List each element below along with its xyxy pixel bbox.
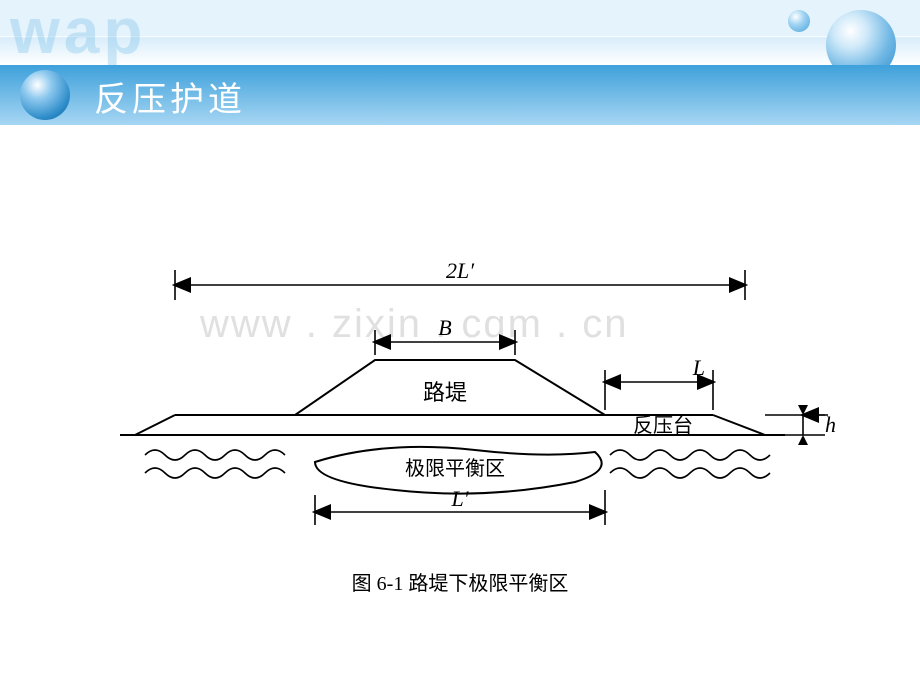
dim-L: L: [692, 355, 705, 380]
watermark-top: wap: [10, 0, 146, 68]
dim-B: B: [438, 315, 451, 340]
dim-Lprime: L′: [450, 486, 469, 511]
title-orb: [20, 70, 70, 120]
slide-title: 反压护道: [94, 72, 246, 121]
label-embankment: 路堤: [423, 380, 467, 405]
dim-2Lprime: 2L′: [446, 258, 475, 283]
label-zone: 极限平衡区: [405, 457, 505, 480]
label-berm: 反压台: [633, 414, 693, 437]
figure: 2L′ B L 路堤 反压台: [0, 240, 920, 620]
figure-caption: 图 6-1 路堤下极限平衡区: [352, 572, 569, 595]
decor-orb-small: [788, 10, 810, 32]
dim-h: h: [825, 412, 836, 437]
